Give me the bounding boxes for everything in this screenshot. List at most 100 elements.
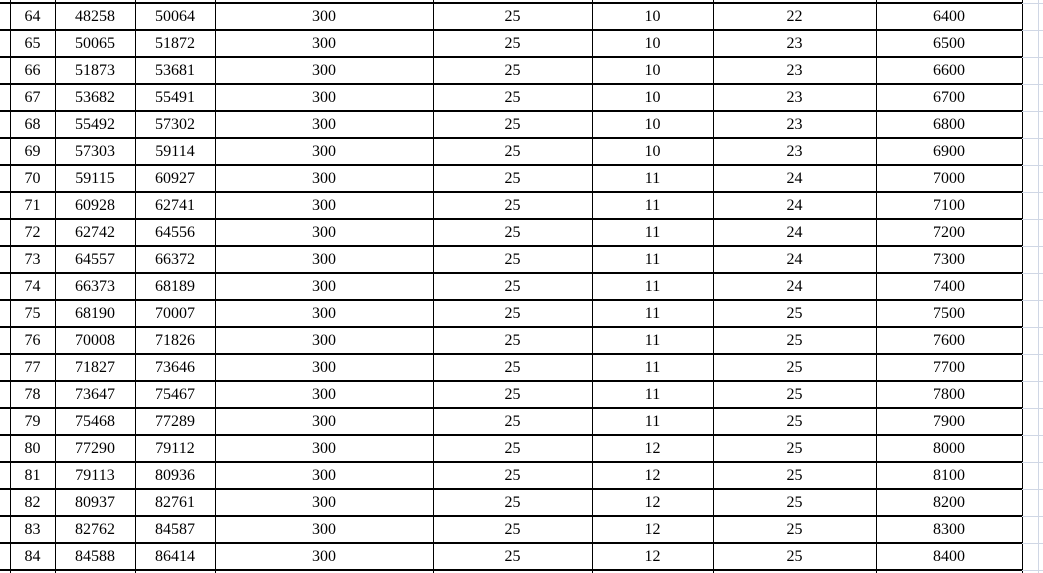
table-cell[interactable]: 25 xyxy=(432,218,593,247)
table-cell[interactable]: 25 xyxy=(712,515,877,544)
table-cell[interactable]: 62742 xyxy=(54,218,136,247)
table-cell[interactable]: 80937 xyxy=(54,488,136,517)
table-cell[interactable]: 75 xyxy=(9,299,56,328)
table-cell[interactable]: 7900 xyxy=(875,407,1023,436)
table-cell[interactable]: 12 xyxy=(591,461,714,490)
table-cell[interactable]: 300 xyxy=(214,164,434,193)
table-cell[interactable]: 7300 xyxy=(875,245,1023,274)
table-cell[interactable]: 300 xyxy=(214,434,434,463)
table-cell[interactable]: 25 xyxy=(432,245,593,274)
table-cell[interactable]: 59115 xyxy=(54,164,136,193)
table-cell[interactable]: 64 xyxy=(9,2,56,31)
table-cell[interactable]: 62741 xyxy=(134,191,216,220)
table-cell[interactable]: 25 xyxy=(432,542,593,571)
table-cell[interactable]: 6400 xyxy=(875,2,1023,31)
table-cell[interactable]: 300 xyxy=(214,326,434,355)
table-cell[interactable]: 50065 xyxy=(54,29,136,58)
table-cell[interactable]: 71826 xyxy=(134,326,216,355)
table-cell[interactable]: 70007 xyxy=(134,299,216,328)
table-cell[interactable]: 11 xyxy=(591,218,714,247)
table-cell[interactable]: 60927 xyxy=(134,164,216,193)
table-cell[interactable]: 11 xyxy=(591,245,714,274)
table-cell[interactable]: 11 xyxy=(591,164,714,193)
table-cell[interactable]: 12 xyxy=(591,488,714,517)
table-cell[interactable]: 55492 xyxy=(54,110,136,139)
table-cell[interactable]: 23 xyxy=(712,137,877,166)
table-cell[interactable]: 80936 xyxy=(134,461,216,490)
table-cell[interactable]: 7400 xyxy=(875,272,1023,301)
table-cell[interactable]: 12 xyxy=(591,515,714,544)
table-cell[interactable]: 55491 xyxy=(134,83,216,112)
table-cell[interactable]: 22 xyxy=(712,2,877,31)
table-cell[interactable]: 25 xyxy=(432,488,593,517)
table-cell[interactable]: 10 xyxy=(591,29,714,58)
table-cell[interactable]: 51873 xyxy=(54,56,136,85)
table-cell[interactable]: 25 xyxy=(432,56,593,85)
table-cell[interactable]: 7700 xyxy=(875,353,1023,382)
table-cell[interactable]: 7000 xyxy=(875,164,1023,193)
table-cell[interactable]: 8100 xyxy=(875,461,1023,490)
table-cell[interactable]: 80 xyxy=(9,434,56,463)
table-cell[interactable]: 68189 xyxy=(134,272,216,301)
table-cell[interactable]: 84588 xyxy=(54,542,136,571)
table-cell[interactable]: 300 xyxy=(214,488,434,517)
table-cell[interactable]: 11 xyxy=(591,272,714,301)
table-cell[interactable]: 24 xyxy=(712,191,877,220)
table-cell[interactable]: 25 xyxy=(712,542,877,571)
table-cell[interactable]: 25 xyxy=(432,299,593,328)
table-cell[interactable]: 10 xyxy=(591,83,714,112)
table-cell[interactable]: 25 xyxy=(432,191,593,220)
table-cell[interactable]: 79 xyxy=(9,407,56,436)
table-cell[interactable]: 25 xyxy=(432,83,593,112)
table-cell[interactable]: 86414 xyxy=(134,542,216,571)
table-cell[interactable]: 25 xyxy=(712,380,877,409)
table-cell[interactable]: 8400 xyxy=(875,542,1023,571)
table-cell[interactable]: 25 xyxy=(432,461,593,490)
table-cell[interactable]: 7100 xyxy=(875,191,1023,220)
table-cell[interactable]: 8200 xyxy=(875,488,1023,517)
table-cell[interactable]: 64557 xyxy=(54,245,136,274)
table-cell[interactable]: 300 xyxy=(214,2,434,31)
table-cell[interactable]: 25 xyxy=(432,407,593,436)
table-cell[interactable]: 300 xyxy=(214,407,434,436)
table-cell[interactable]: 300 xyxy=(214,29,434,58)
table-cell[interactable]: 48258 xyxy=(54,2,136,31)
table-cell[interactable]: 71 xyxy=(9,191,56,220)
table-cell[interactable]: 7200 xyxy=(875,218,1023,247)
table-cell[interactable]: 74 xyxy=(9,272,56,301)
table-cell[interactable]: 25 xyxy=(712,434,877,463)
table-cell[interactable]: 82762 xyxy=(54,515,136,544)
table-cell[interactable]: 8000 xyxy=(875,434,1023,463)
table-cell[interactable]: 53682 xyxy=(54,83,136,112)
table-cell[interactable]: 300 xyxy=(214,83,434,112)
table-cell[interactable]: 83 xyxy=(9,515,56,544)
table-cell[interactable]: 24 xyxy=(712,164,877,193)
table-cell[interactable]: 24 xyxy=(712,272,877,301)
table-cell[interactable]: 11 xyxy=(591,191,714,220)
table-cell[interactable]: 300 xyxy=(214,137,434,166)
table-cell[interactable]: 11 xyxy=(591,353,714,382)
table-cell[interactable]: 82 xyxy=(9,488,56,517)
table-cell[interactable]: 25 xyxy=(432,272,593,301)
table-cell[interactable]: 11 xyxy=(591,407,714,436)
table-cell[interactable]: 6800 xyxy=(875,110,1023,139)
table-cell[interactable]: 59114 xyxy=(134,137,216,166)
table-cell[interactable]: 25 xyxy=(712,299,877,328)
table-cell[interactable]: 71827 xyxy=(54,353,136,382)
table-cell[interactable]: 51872 xyxy=(134,29,216,58)
table-cell[interactable]: 25 xyxy=(432,137,593,166)
table-cell[interactable]: 24 xyxy=(712,218,877,247)
table-cell[interactable]: 75467 xyxy=(134,380,216,409)
table-cell[interactable]: 72 xyxy=(9,218,56,247)
table-cell[interactable]: 76 xyxy=(9,326,56,355)
table-cell[interactable]: 73 xyxy=(9,245,56,274)
table-cell[interactable]: 69 xyxy=(9,137,56,166)
table-cell[interactable]: 73647 xyxy=(54,380,136,409)
table-cell[interactable]: 25 xyxy=(432,2,593,31)
table-cell[interactable]: 300 xyxy=(214,461,434,490)
table-cell[interactable]: 300 xyxy=(214,299,434,328)
table-cell[interactable]: 10 xyxy=(591,137,714,166)
table-cell[interactable]: 70 xyxy=(9,164,56,193)
table-cell[interactable]: 64556 xyxy=(134,218,216,247)
table-cell[interactable]: 25 xyxy=(712,461,877,490)
